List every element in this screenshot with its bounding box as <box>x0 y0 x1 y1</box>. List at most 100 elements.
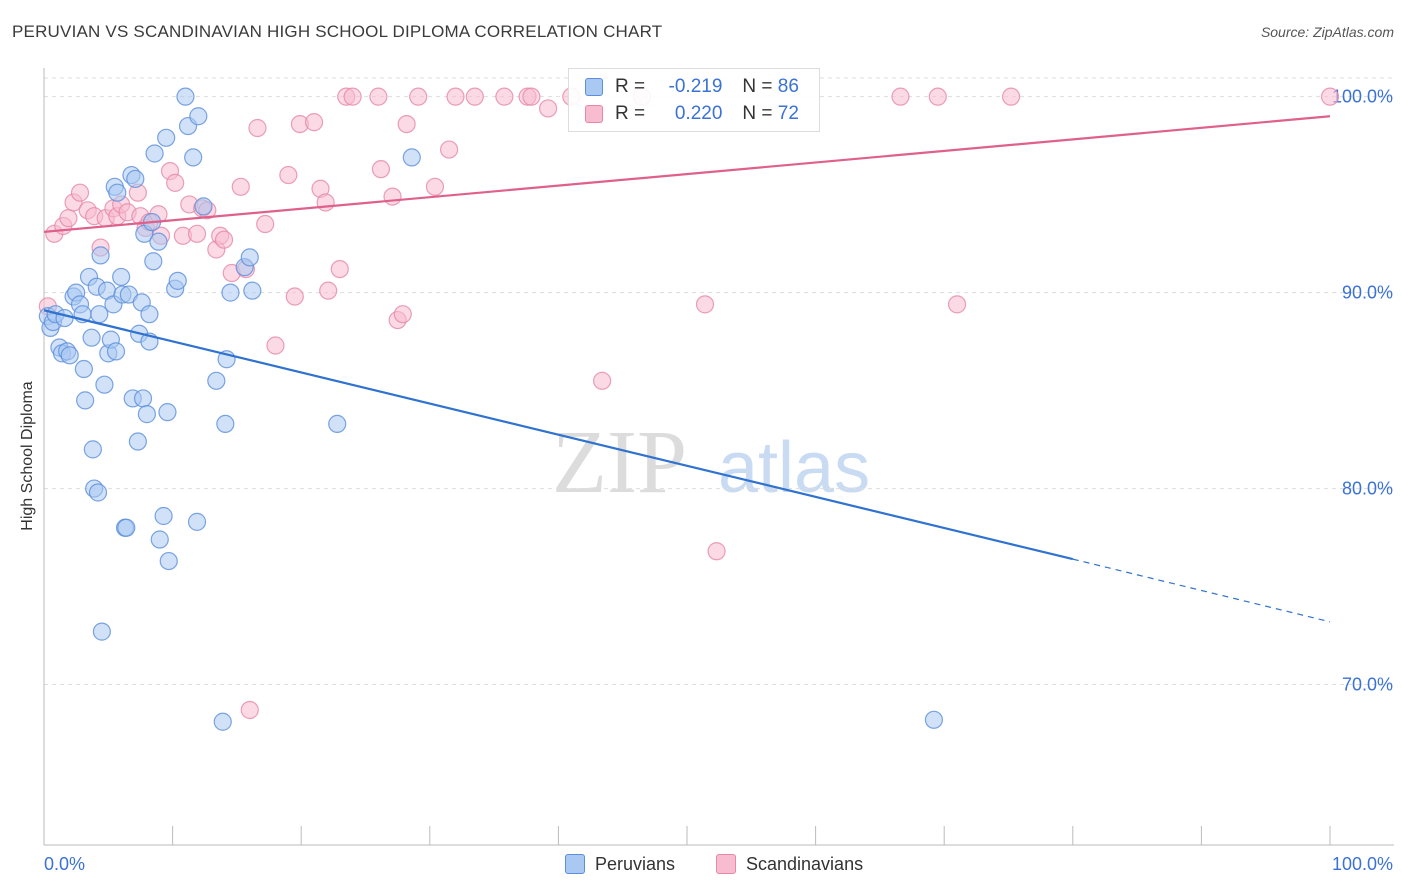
peruvian-point <box>106 342 126 361</box>
peruvian-point <box>117 518 136 537</box>
bottom-legend-label: Peruvians <box>595 853 676 874</box>
scandinavian-point <box>319 281 338 300</box>
peruvian-point <box>187 512 207 531</box>
scandinavian-point <box>522 87 541 106</box>
scandinavian-point <box>371 160 391 179</box>
scandinavian-point <box>1320 87 1340 106</box>
scandinavian-point <box>409 87 428 106</box>
scandinavian-point <box>166 173 185 192</box>
scandinavian-point <box>947 295 967 314</box>
scandinavian-point <box>495 87 514 106</box>
scandinavian-point <box>425 177 445 196</box>
bottom-legend-scandinavians: Scandinavians <box>716 852 863 876</box>
scandinavian-point <box>70 183 90 202</box>
bottom-legend-peruvians: Peruvians <box>565 852 675 876</box>
peruvian-trend-extension <box>1072 558 1331 623</box>
peruvian-point <box>240 248 259 267</box>
y-tick-label: 90.0% <box>1342 283 1393 303</box>
scandinavian-point <box>397 114 416 134</box>
peruvian-point <box>194 197 213 216</box>
peruvian-trend-line <box>43 309 1074 561</box>
x-tick-label: 100.0% <box>1332 854 1393 874</box>
scandinavian-point <box>304 113 324 132</box>
watermark-zip: ZIP <box>552 413 687 512</box>
peruvian-point <box>133 389 153 408</box>
peruvian-point <box>924 710 944 729</box>
scandinavian-point <box>891 87 910 106</box>
scandinavian-point <box>707 542 726 561</box>
scandinavian-point <box>248 118 267 138</box>
y-tick-label: 100.0% <box>1332 87 1393 107</box>
peruvian-point <box>140 305 159 324</box>
peruvian-point <box>92 622 111 641</box>
scandinavian-point <box>1001 87 1021 106</box>
peruvian-point <box>144 252 163 271</box>
legend-n-label: N = <box>742 76 773 97</box>
peruvian-point <box>108 183 127 202</box>
source-note: Source: ZipAtlas.com <box>1260 24 1394 40</box>
peruvian-point <box>137 405 156 424</box>
peruvian-point <box>95 375 114 394</box>
scandinavian-point <box>393 305 412 324</box>
scandinavian-point <box>343 87 362 106</box>
y-tick-label: 70.0% <box>1342 675 1393 695</box>
scandinavian-point <box>330 259 349 279</box>
peruvian-point <box>157 128 176 147</box>
bottom-legend-label: Scandinavians <box>746 853 864 874</box>
peruvian-point <box>216 414 235 434</box>
peruvian-point <box>184 148 203 167</box>
scandinavian-point <box>593 371 612 390</box>
peruvian-point <box>83 440 102 459</box>
blue-swatch-icon <box>565 854 585 874</box>
watermark-atlas: atlas <box>718 428 870 508</box>
scandinavian-trend-line <box>43 115 1331 233</box>
legend-r-value: 0.220 <box>674 103 723 124</box>
scandinavian-point <box>446 87 465 106</box>
chart-title: PERUVIAN VS SCANDINAVIAN HIGH SCHOOL DIP… <box>12 22 663 41</box>
peruvian-point <box>213 712 232 731</box>
peruvian-point <box>150 530 169 549</box>
scandinavian-point <box>439 140 459 159</box>
scandinavian-point <box>279 165 298 185</box>
legend-n-value: 72 <box>777 103 799 124</box>
pink-swatch-icon <box>716 854 736 874</box>
legend-n-label: N = <box>742 103 773 124</box>
x-tick-label: 0.0% <box>44 854 85 874</box>
peruvian-point <box>128 432 147 451</box>
pink-swatch-icon <box>585 105 603 123</box>
scandinavian-point <box>240 700 259 720</box>
scandinavian-point <box>383 187 402 206</box>
peruvian-point <box>176 87 195 106</box>
legend-r-label: R = <box>615 76 646 97</box>
peruvian-point <box>112 267 131 287</box>
legend-row-peruvians: R = -0.219 N = 86 <box>585 75 799 99</box>
scandinavian-point <box>928 87 947 106</box>
peruvian-point <box>189 107 208 126</box>
peruvian-point <box>82 328 101 347</box>
y-tick-label: 80.0% <box>1342 479 1393 499</box>
legend-box: R = -0.219 N = 86 R = 0.220 N = 72 <box>568 68 820 132</box>
peruvian-point <box>154 506 173 526</box>
legend-n-value: 86 <box>777 76 799 97</box>
peruvian-point <box>88 483 108 502</box>
peruvian-point <box>74 359 93 379</box>
legend-r-value: -0.219 <box>668 76 723 97</box>
peruvian-point <box>91 246 110 265</box>
peruvian-point <box>60 346 79 365</box>
scandinavian-point <box>214 230 234 249</box>
peruvian-point <box>126 169 145 189</box>
scandinavian-point <box>187 224 207 243</box>
peruvian-point <box>149 232 168 251</box>
peruvian-point <box>207 371 226 390</box>
peruvian-point <box>158 403 177 422</box>
peruvian-point <box>243 281 262 300</box>
scandinavian-point <box>465 87 484 106</box>
peruvian-point <box>159 551 178 571</box>
blue-swatch-icon <box>585 78 603 96</box>
scandinavian-point <box>316 193 335 212</box>
scandinavian-point <box>539 99 558 118</box>
legend-row-scandinavians: R = 0.220 N = 72 <box>585 102 799 126</box>
peruvian-point <box>402 148 421 167</box>
peruvian-point <box>328 414 347 434</box>
